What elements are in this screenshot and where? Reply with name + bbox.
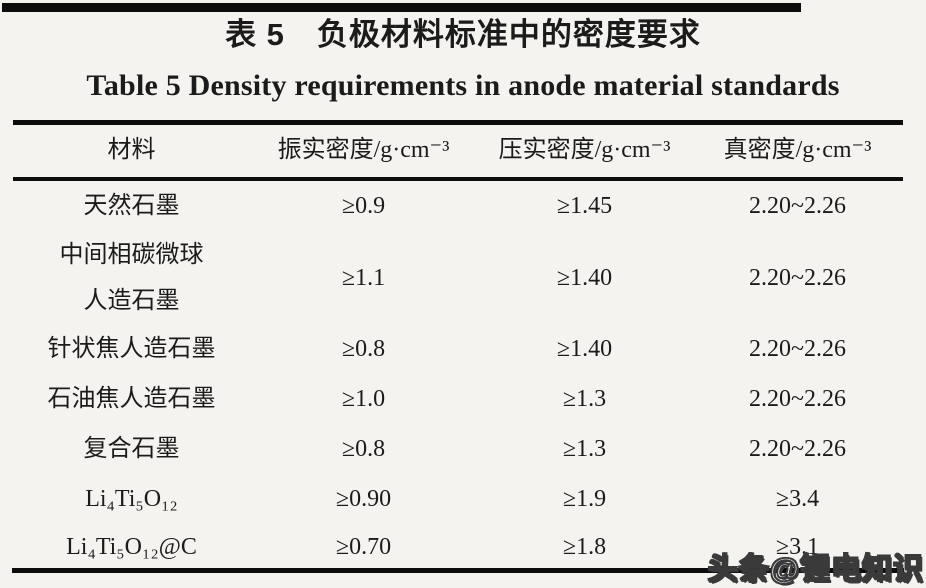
cell-material: 石油焦人造石墨: [47, 386, 216, 413]
cell-tap-density: ≥0.8: [341, 436, 386, 463]
header-compaction-density: 压实密度/g·cm⁻³: [498, 137, 671, 164]
cell-true-density: ≥3.1: [775, 534, 820, 560]
cell-material: 复合石墨: [83, 436, 180, 463]
cell-tap-density: ≥0.8: [341, 336, 386, 363]
cell-material: Li₄Ti₅O₁₂: [85, 486, 178, 513]
cell-compaction-density: ≥1.40: [556, 264, 613, 291]
cell-compaction-density: ≥1.45: [556, 192, 613, 219]
table-row: 天然石墨 ≥0.9 ≥1.45 2.20~2.26: [13, 181, 903, 232]
table-header-rule: [13, 177, 903, 181]
toutiao-watermark: 头条@锂电知识: [707, 552, 924, 587]
top-border-bar: [2, 3, 801, 12]
cell-compaction-density: ≥1.40: [556, 336, 613, 363]
header-true-density: 真密度/g·cm⁻³: [723, 137, 872, 164]
cell-true-density: 2.20~2.26: [749, 436, 846, 463]
density-table: 材料 振实密度/g·cm⁻³ 压实密度/g·cm⁻³ 真密度/g·cm⁻³ 天然…: [13, 125, 903, 568]
cell-material: 针状焦人造石墨: [47, 336, 216, 363]
cell-true-density: ≥3.4: [775, 486, 820, 513]
cell-true-density: 2.20~2.26: [749, 336, 846, 363]
table-row: 针状焦人造石墨 ≥0.8 ≥1.40 2.20~2.26: [13, 325, 903, 375]
table-row: 中间相碳微球 人造石墨 ≥1.1 ≥1.40 2.20~2.26: [13, 232, 903, 325]
cell-tap-density: ≥0.9: [341, 192, 386, 219]
cell-compaction-density: ≥1.3: [562, 436, 607, 463]
cell-true-density: 2.20~2.26: [749, 264, 846, 291]
table-title-english: Table 5 Density requirements in anode ma…: [86, 69, 840, 102]
cell-true-density: 2.20~2.26: [749, 192, 846, 219]
table-row: 复合石墨 ≥0.8 ≥1.3 2.20~2.26: [13, 425, 903, 475]
cell-compaction-density: ≥1.9: [562, 486, 607, 513]
table-bottom-rule: [12, 568, 904, 573]
cell-material: Li₄Ti₅O₁₂@C: [66, 534, 197, 560]
cell-tap-density: ≥1.0: [341, 386, 386, 413]
table-row: Li₄Ti₅O₁₂ ≥0.90 ≥1.9 ≥3.4: [13, 475, 903, 525]
cell-tap-density: ≥1.1: [341, 264, 386, 291]
cell-true-density: 2.20~2.26: [749, 386, 846, 413]
cell-tap-density: ≥0.70: [335, 534, 392, 560]
cell-tap-density: ≥0.90: [335, 486, 392, 513]
table-row: 石油焦人造石墨 ≥1.0 ≥1.3 2.20~2.26: [13, 375, 903, 425]
table-header-row: 材料 振实密度/g·cm⁻³ 压实密度/g·cm⁻³ 真密度/g·cm⁻³: [13, 125, 903, 177]
header-material: 材料: [107, 137, 156, 164]
cell-compaction-density: ≥1.3: [562, 386, 607, 413]
cell-compaction-density: ≥1.8: [562, 534, 607, 560]
cell-material: 中间相碳微球 人造石墨: [59, 241, 204, 314]
cell-material: 天然石墨: [83, 192, 180, 219]
table-title-chinese: 表 5 负极材料标准中的密度要求: [225, 17, 701, 52]
table-top-rule: [13, 120, 903, 125]
header-tap-density: 振实密度/g·cm⁻³: [277, 137, 450, 164]
table-row: Li₄Ti₅O₁₂@C ≥0.70 ≥1.8 ≥3.1: [13, 525, 903, 568]
